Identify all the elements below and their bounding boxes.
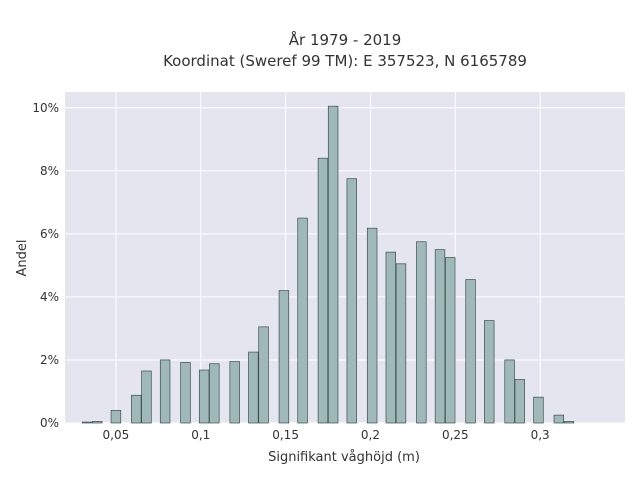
histogram-bar [248,351,259,424]
histogram-bar [366,227,378,424]
x-tick-label: 0,3 [531,428,550,442]
histogram-bar [346,178,357,424]
y-axis-ticks: 0% 2% 4% 6% 8% 10% [32,101,59,430]
histogram-bar [81,421,93,424]
y-tick-label: 0% [40,416,59,430]
histogram-bar [504,359,515,424]
histogram-bar [395,263,407,424]
histogram-bar [327,105,339,424]
histogram-bar [416,241,427,424]
histogram-bar [563,421,575,424]
y-tick-label: 2% [40,353,59,367]
histogram-bar [278,290,290,424]
x-axis-label: Signifikant våghöjd (m) [268,450,420,465]
histogram-bar [141,370,152,424]
histogram-bar [110,410,122,424]
plot-area [65,92,625,423]
x-tick-label: 0,1 [191,428,210,442]
histogram-bar [198,369,210,424]
histogram-bar [209,363,220,424]
y-tick-label: 4% [40,290,59,304]
x-tick-label: 0,05 [103,428,130,442]
histogram-bar [297,217,308,424]
histogram-bar [385,251,397,424]
x-tick-label: 0,25 [442,428,469,442]
x-tick-label: 0,2 [361,428,380,442]
histogram-bar [445,257,456,424]
chart-title-line2: Koordinat (Sweref 99 TM): E 357523, N 61… [163,52,527,70]
x-tick-label: 0,15 [272,428,299,442]
y-tick-label: 8% [40,164,59,178]
histogram-bar [553,414,565,424]
histogram-bar [484,320,495,424]
histogram-bar [465,279,476,424]
histogram-bar [180,362,191,424]
histogram-bar [434,249,446,424]
histogram-bar [131,394,142,424]
histogram-bar [317,157,329,424]
histogram-bar [258,326,269,424]
y-tick-label: 10% [32,101,59,115]
chart-title-line1: År 1979 - 2019 [289,30,402,49]
y-axis-label: Andel [15,240,30,277]
histogram-bar [229,361,240,424]
histogram-bar [514,379,525,424]
histogram-bar [159,359,171,424]
x-axis-ticks: 0,05 0,1 0,15 0,2 0,25 0,3 [103,428,550,442]
histogram-bar [92,421,103,424]
histogram-bars [81,105,575,424]
y-tick-label: 6% [40,227,59,241]
histogram-bar [533,396,544,424]
grid-lines [65,92,625,424]
